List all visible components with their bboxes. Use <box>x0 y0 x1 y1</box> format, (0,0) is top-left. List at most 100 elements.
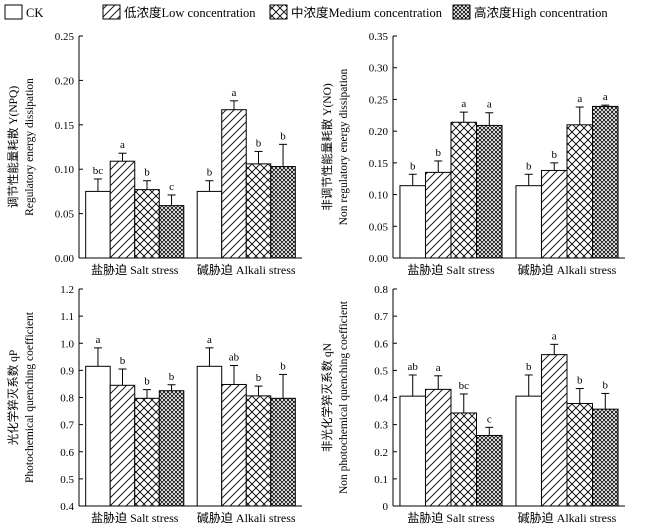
bar <box>515 395 542 507</box>
significance-letter: b <box>169 371 175 383</box>
y-tick-label: 0.15 <box>369 158 389 170</box>
significance-letter: c <box>487 413 492 425</box>
bar <box>592 408 619 507</box>
significance-letter: c <box>169 181 174 193</box>
bar <box>270 166 296 259</box>
category-label: 碱胁迫 Alkali stress <box>518 262 617 277</box>
bar <box>515 185 542 259</box>
y-axis-title-en: Non regulatory energy dissipation <box>338 68 350 225</box>
significance-letter: bc <box>459 380 470 392</box>
y-axis-title-cn: 非调节性能量耗散 Y(NO) <box>320 83 334 211</box>
legend-swatch <box>102 4 121 20</box>
y-tick-label: 0.5 <box>374 365 388 377</box>
y-tick-label: 0.20 <box>369 126 389 138</box>
bar <box>540 169 568 259</box>
y-tick-label: 0.2 <box>374 447 388 459</box>
bar <box>566 124 594 259</box>
significance-letter: b <box>577 375 583 387</box>
y-tick-label: 0.00 <box>369 253 389 265</box>
y-tick-label: 0.00 <box>55 253 75 265</box>
legend-label: 低浓度Low concentration <box>124 5 256 20</box>
significance-letter: a <box>207 334 212 346</box>
y-tick-label: 0.3 <box>374 420 388 432</box>
significance-letter: ab <box>408 361 419 373</box>
y-tick-label: 0.30 <box>369 63 389 75</box>
y-tick-label: 0.6 <box>374 338 388 350</box>
significance-letter: b <box>603 379 609 391</box>
bar <box>245 163 272 259</box>
significance-letter: a <box>461 98 466 110</box>
category-label: 碱胁迫 Alkali stress <box>197 262 296 277</box>
bar <box>450 121 478 259</box>
bar <box>476 124 503 259</box>
significance-letter: b <box>526 361 532 373</box>
significance-letter: a <box>120 139 125 151</box>
category-label: 碱胁迫 Alkali stress <box>518 510 617 525</box>
y-axis-title-en: Non photochemical quenching coefficient <box>338 300 350 494</box>
y-axis-title-cn: 光化学猝灭系数 qP <box>6 350 20 446</box>
y-tick-label: 0.1 <box>374 474 388 486</box>
significance-letter: b <box>526 160 532 172</box>
bar <box>450 412 478 507</box>
y-tick-label: 1.2 <box>60 284 74 296</box>
legend-swatch <box>269 4 288 20</box>
y-tick-label: 0.7 <box>60 420 74 432</box>
significance-letter: b <box>280 360 286 372</box>
significance-letter: a <box>436 362 441 374</box>
significance-letter: bc <box>93 165 104 177</box>
bar <box>109 160 136 259</box>
bar <box>270 397 296 507</box>
bar <box>134 397 160 507</box>
y-tick-label: 0.05 <box>369 221 389 233</box>
bar <box>566 402 594 507</box>
y-tick-label: 1.0 <box>60 338 74 350</box>
y-tick-label: 0.4 <box>374 393 388 405</box>
bar <box>109 384 136 507</box>
bar <box>196 365 223 507</box>
bar <box>85 190 111 259</box>
y-axis-title-en: Photochemical quenching coefficient <box>24 311 36 483</box>
significance-letter: b <box>435 147 441 159</box>
significance-letter: b <box>551 149 557 161</box>
y-tick-label: 0.10 <box>369 190 389 202</box>
bar <box>424 171 452 259</box>
y-tick-label: 0.7 <box>374 311 388 323</box>
y-tick-label: 0.4 <box>60 501 74 513</box>
category-label: 盐胁迫 Salt stress <box>407 262 495 277</box>
legend: CK 低浓度Low concentration 中浓度Medium concentr… <box>4 4 608 20</box>
bar <box>221 109 247 259</box>
significance-letter: a <box>487 99 492 111</box>
significance-letter: b <box>256 372 262 384</box>
significance-letter: ab <box>229 351 240 363</box>
y-axis-title-cn: 非光化学猝灭系数 qN <box>320 342 334 452</box>
y-tick-label: 0.20 <box>55 75 75 87</box>
y-tick-label: 0.6 <box>60 447 74 459</box>
significance-letter: a <box>96 334 101 346</box>
y-tick-label: 0.15 <box>55 120 75 132</box>
significance-letter: a <box>603 91 608 103</box>
significance-letter: a <box>577 93 582 105</box>
bar <box>158 205 185 259</box>
significance-letter: b <box>144 167 150 179</box>
legend-label: 高浓度High concentration <box>474 5 608 20</box>
significance-letter: b <box>144 376 150 388</box>
y-axis-title-cn: 调节性能量耗散 Y(NPQ) <box>6 86 20 209</box>
y-tick-label: 0.05 <box>55 209 75 221</box>
category-label: 盐胁迫 Salt stress <box>407 510 495 525</box>
bar <box>592 105 619 259</box>
bar <box>158 390 185 507</box>
y-tick-label: 0.9 <box>60 365 74 377</box>
bar <box>134 189 160 259</box>
y-tick-label: 0 <box>383 501 389 513</box>
significance-letter: b <box>280 130 286 142</box>
category-label: 盐胁迫 Salt stress <box>91 262 179 277</box>
bar <box>399 395 426 507</box>
legend-label: CK <box>26 6 43 20</box>
y-tick-label: 1.1 <box>60 311 74 323</box>
bar <box>424 388 452 507</box>
significance-letter: b <box>120 355 126 367</box>
bar <box>221 383 247 507</box>
